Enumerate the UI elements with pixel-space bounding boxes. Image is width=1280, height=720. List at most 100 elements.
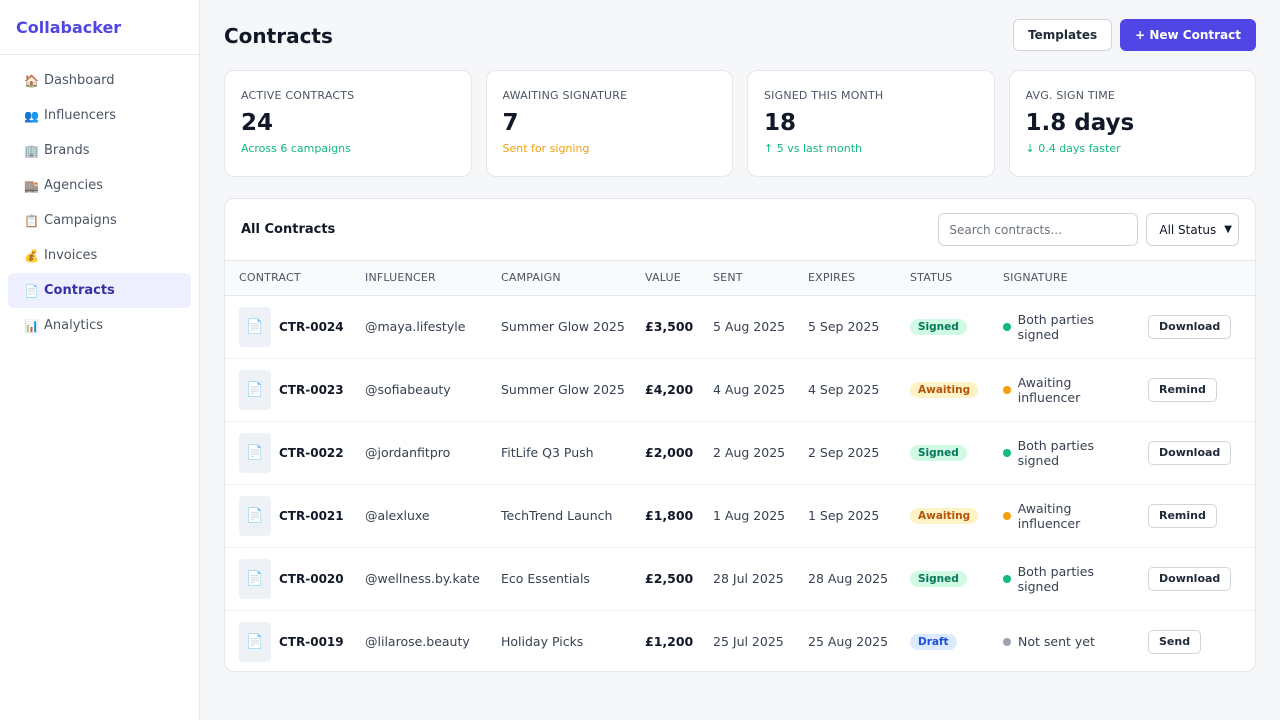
sidebar-item-brands[interactable]: 🏢 Brands: [8, 133, 191, 168]
signature-text: Both parties signed: [1017, 311, 1094, 342]
sidebar-item-dashboard[interactable]: 🏠 Dashboard: [8, 63, 191, 98]
templates-button[interactable]: Templates: [1013, 18, 1113, 51]
bar-chart-icon: 📊: [24, 318, 39, 333]
document-icon: 📄: [239, 621, 271, 662]
value-cell: £1,800: [645, 508, 694, 523]
expires-date-cell: 25 Aug 2025: [808, 634, 889, 650]
sidebar-item-invoices[interactable]: 💰 Invoices: [8, 238, 191, 273]
table-title: All Contracts: [241, 222, 336, 237]
department-store-icon: 🏬: [24, 178, 39, 193]
status-dot-icon: [1003, 637, 1011, 646]
contract-id[interactable]: CTR-0019: [279, 634, 344, 649]
stat-label: Active Contracts: [241, 89, 355, 102]
stat-value: 24: [241, 110, 274, 136]
actions-cell: Send: [1134, 610, 1255, 671]
sent-date-cell: 5 Aug 2025: [713, 319, 786, 334]
sidebar-item-label: Campaigns: [44, 213, 117, 228]
influencer-cell[interactable]: @jordanfitpro: [365, 445, 451, 460]
sidebar: Collabacker 🏠 Dashboard 👥 Influencers 🏢 Brand…: [0, 0, 200, 720]
sent-date-cell: 25 Jul 2025: [713, 634, 784, 650]
contract-id[interactable]: CTR-0020: [279, 571, 344, 586]
influencer-cell[interactable]: @alexluxe: [365, 508, 430, 523]
column-header-actions: [1134, 261, 1255, 295]
table-body: 📄 CTR-0024 @maya.lifestyle Summer Glow 2025…: [225, 295, 1255, 671]
signature-status: Both parties signed: [1003, 312, 1134, 342]
expires-date-cell: 4 Sep 2025: [808, 382, 880, 397]
download-button[interactable]: Download: [1148, 440, 1232, 465]
signature-cell: Both parties signed: [989, 421, 1134, 484]
actions-cell: Download: [1134, 295, 1255, 358]
influencer-cell[interactable]: @sofiabeauty: [365, 382, 451, 397]
status-cell: Draft: [896, 610, 989, 671]
status-cell: Signed: [896, 547, 989, 610]
contract-id[interactable]: CTR-0022: [279, 445, 344, 460]
document-icon: 📄: [239, 495, 271, 536]
table-row[interactable]: 📄 CTR-0022 @jordanfitpro FitLife Q3 Push £2,…: [225, 421, 1255, 484]
signature-status: Awaiting influencer: [1003, 501, 1134, 531]
office-building-icon: 🏢: [24, 143, 39, 158]
signature-cell: Both parties signed: [989, 547, 1134, 610]
sidebar-item-campaigns[interactable]: 📋 Campaigns: [8, 203, 191, 238]
status-filter-select[interactable]: All Status ▼: [1146, 213, 1239, 246]
status-badge: Awaiting: [910, 508, 979, 524]
contract-cell: 📄 CTR-0022: [225, 421, 351, 484]
contracts-table-card: All Contracts All Status ▼ Contract Influ…: [224, 198, 1256, 672]
contract-cell-content: 📄 CTR-0023: [239, 369, 351, 410]
status-dot-icon: [1003, 322, 1011, 331]
remind-button[interactable]: Remind: [1148, 377, 1217, 402]
download-button[interactable]: Download: [1148, 566, 1232, 591]
remind-button[interactable]: Remind: [1148, 503, 1217, 528]
actions-cell: Download: [1134, 547, 1255, 610]
stat-value: 1.8 days: [1025, 110, 1135, 136]
signature-text: Awaiting influencer: [1017, 500, 1081, 531]
stat-subtext: Across 6 campaigns: [241, 142, 351, 155]
value-cell: £2,000: [645, 445, 694, 460]
status-cell: Signed: [896, 295, 989, 358]
influencer-cell[interactable]: @maya.lifestyle: [365, 319, 466, 334]
sidebar-item-influencers[interactable]: 👥 Influencers: [8, 98, 191, 133]
money-bag-icon: 💰: [24, 248, 39, 263]
document-icon: 📄: [239, 432, 271, 473]
table-row[interactable]: 📄 CTR-0024 @maya.lifestyle Summer Glow 2025…: [225, 295, 1255, 358]
stat-card-avg-sign-time: Avg. Sign Time 1.8 days ↓ 0.4 days faster: [1008, 70, 1256, 177]
table-row[interactable]: 📄 CTR-0020 @wellness.by.kate Eco Essentials…: [225, 547, 1255, 610]
table-row[interactable]: 📄 CTR-0023 @sofiabeauty Summer Glow 2025 £4,…: [225, 358, 1255, 421]
influencer-cell[interactable]: @lilarose.beauty: [365, 634, 470, 650]
sidebar-item-contracts[interactable]: 📄 Contracts: [8, 273, 191, 308]
stat-label: Avg. Sign Time: [1025, 89, 1116, 102]
document-icon: 📄: [239, 558, 271, 599]
send-button[interactable]: Send: [1148, 629, 1202, 654]
sidebar-item-agencies[interactable]: 🏬 Agencies: [8, 168, 191, 203]
contract-id[interactable]: CTR-0023: [279, 382, 344, 397]
signature-status: Both parties signed: [1003, 438, 1134, 468]
contract-cell: 📄 CTR-0019: [225, 610, 351, 671]
sidebar-item-label: Agencies: [44, 178, 103, 193]
new-contract-button[interactable]: + New Contract: [1120, 18, 1256, 51]
expires-date-cell: 28 Aug 2025: [808, 571, 889, 586]
contract-id[interactable]: CTR-0024: [279, 319, 344, 334]
search-input[interactable]: [938, 213, 1139, 246]
value-cell: £1,200: [645, 634, 694, 650]
signature-cell: Both parties signed: [989, 295, 1134, 358]
contract-cell: 📄 CTR-0024: [225, 295, 351, 358]
status-dot-icon: [1003, 511, 1011, 520]
stat-card-signed-this-month: Signed This Month 18 ↑ 5 vs last month: [747, 70, 995, 177]
table-row[interactable]: 📄 CTR-0021 @alexluxe TechTrend Launch £1,800…: [225, 484, 1255, 547]
download-button[interactable]: Download: [1148, 314, 1232, 339]
table-header: Contract Influencer Campaign Value Sent Expir…: [225, 261, 1255, 295]
signature-text: Awaiting influencer: [1017, 374, 1081, 405]
value-cell: £3,500: [645, 319, 694, 334]
influencer-cell[interactable]: @wellness.by.kate: [365, 571, 480, 586]
sent-date-cell: 4 Aug 2025: [713, 382, 786, 397]
sidebar-item-label: Analytics: [44, 318, 104, 333]
expires-date-cell: 5 Sep 2025: [808, 319, 880, 334]
signature-text: Not sent yet: [1018, 634, 1095, 650]
table-row[interactable]: 📄 CTR-0019 @lilarose.beauty Holiday Picks £1…: [225, 610, 1255, 671]
app-logo[interactable]: Collabacker: [0, 0, 199, 55]
stat-label: Awaiting Signature: [502, 89, 628, 102]
contract-cell: 📄 CTR-0020: [225, 547, 351, 610]
status-dot-icon: [1003, 448, 1011, 457]
sidebar-item-analytics[interactable]: 📊 Analytics: [8, 308, 191, 343]
contract-cell-content: 📄 CTR-0021: [239, 495, 351, 536]
contract-id[interactable]: CTR-0021: [279, 508, 344, 523]
